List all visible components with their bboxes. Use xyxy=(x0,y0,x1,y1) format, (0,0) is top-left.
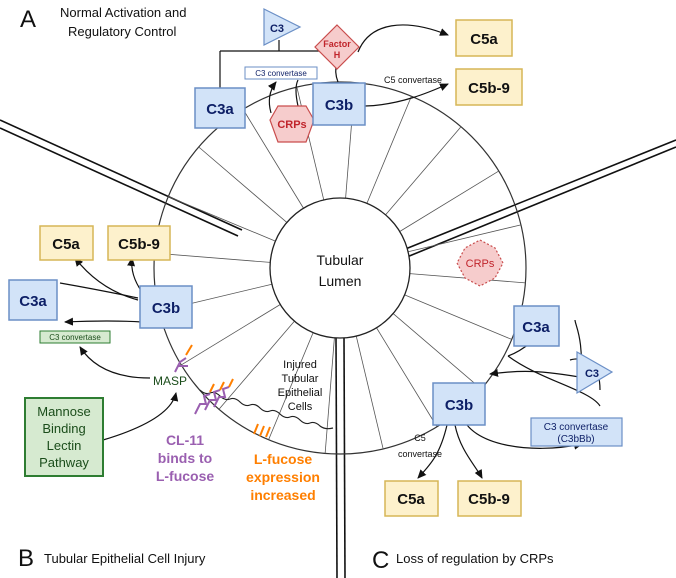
crps-dashed-c xyxy=(456,239,504,287)
cl11-label-3: L-fucose xyxy=(156,468,215,484)
mbl-label-3: Lectin xyxy=(47,438,82,453)
masp-label: MASP xyxy=(153,374,187,388)
tubule-spoke xyxy=(392,313,482,390)
mbl-label-1: Mannose xyxy=(37,404,90,419)
c5-convertase-label-c2: convertase xyxy=(398,449,442,459)
c3-convertase-label-b: C3 convertase xyxy=(49,333,101,342)
crps-label-c: CRPs xyxy=(466,258,495,270)
panel-a-title-1: Normal Activation and xyxy=(60,5,186,20)
c5a-box-b xyxy=(39,225,94,261)
lfucose-label-1: L-fucose xyxy=(254,451,313,467)
mbl-label-2: Binding xyxy=(42,421,85,436)
c3-convertase-label-c1: C3 convertase xyxy=(544,422,609,433)
tubule-spoke xyxy=(154,252,271,263)
c3b-label-b: C3b xyxy=(152,300,180,317)
panel-b-title: Tubular Epithelial Cell Injury xyxy=(44,551,206,566)
tubule-spoke xyxy=(181,304,281,366)
tubule-spoke xyxy=(198,146,288,223)
c3b-box-b xyxy=(139,285,193,329)
c3a-label-b: C3a xyxy=(19,293,47,310)
c3a-box-a xyxy=(194,87,246,129)
panel-a-title-2: Regulatory Control xyxy=(68,24,176,39)
c3-convertase-label-c2: (C3bBb) xyxy=(557,434,594,445)
c3b-label-c: C3b xyxy=(445,397,473,414)
c3b-box-a xyxy=(312,82,366,126)
injured-label-3: Epithelial xyxy=(278,387,323,399)
tubule-spoke xyxy=(218,320,295,410)
c5a-box-a xyxy=(455,19,513,57)
c5b9-label-b: C5b-9 xyxy=(118,236,160,253)
lfucose-label-3: increased xyxy=(250,487,315,503)
c3b-label-a: C3b xyxy=(325,97,353,114)
lumen-label-1: Tubular xyxy=(317,252,364,268)
panel-c: CRPs C3a C3 C3b C3 convertase (C3bBb) C5… xyxy=(384,239,623,517)
panel-b: C5a C5b-9 C3a C3b C3 convertase MASP Man… xyxy=(8,225,320,503)
tubule-spoke xyxy=(242,109,304,209)
panel-dividers xyxy=(0,119,676,578)
c3-convertase-box-a xyxy=(244,66,318,80)
panel-a: C3 Factor H C3 convertase C3a CRPs C3b C… xyxy=(194,8,523,143)
c3a-label-c: C3a xyxy=(522,319,550,336)
c3-convertase-box-c xyxy=(530,417,623,447)
factor-h-label-1: Factor xyxy=(323,39,351,49)
injured-label-2: Tubular xyxy=(282,373,319,385)
c5b9-box-a xyxy=(455,68,523,106)
tubule-spoke xyxy=(168,196,276,242)
tubule-spoke xyxy=(399,170,499,232)
factor-h-label-2: H xyxy=(334,50,341,60)
c3a-box-b xyxy=(8,279,58,321)
c3a-box-c xyxy=(513,305,560,347)
tubule-spoke xyxy=(376,327,438,427)
c3-convertase-box-b xyxy=(39,330,111,344)
cl11-label-2: binds to xyxy=(158,450,212,466)
injured-label-1: Injured xyxy=(283,359,317,371)
c5a-label-b: C5a xyxy=(52,236,80,253)
tubule-outer-ring xyxy=(153,81,527,455)
c3-triangle-a xyxy=(263,8,302,46)
tubule-spoke xyxy=(355,335,384,450)
tubule-spoke xyxy=(366,96,412,204)
c3-label-c: C3 xyxy=(585,368,599,380)
tubule-spoke xyxy=(324,337,335,454)
c5b9-label-c: C5b-9 xyxy=(468,491,510,508)
mbl-pathway-box xyxy=(24,397,104,477)
c5-convertase-label-c1: C5 xyxy=(414,433,426,443)
lfucose-label-2: expression xyxy=(246,469,320,485)
panel-c-letter: C xyxy=(372,547,389,574)
c3-convertase-label-a: C3 convertase xyxy=(255,69,307,78)
cl11-glyphs xyxy=(174,344,271,438)
lumen-label-2: Lumen xyxy=(319,273,362,289)
tubule-spoke xyxy=(385,126,462,216)
tubular-lumen xyxy=(269,197,411,339)
mbl-label-4: Pathway xyxy=(39,455,89,470)
c5a-label-a: C5a xyxy=(470,31,498,48)
c3b-box-c xyxy=(432,382,486,426)
tubule-spoke xyxy=(268,332,314,440)
cl11-label-1: CL-11 xyxy=(166,432,204,448)
c3-triangle-c xyxy=(576,350,614,395)
injured-label-4: Cells xyxy=(288,401,313,413)
c5b9-label-a: C5b-9 xyxy=(468,80,510,97)
c5a-label-c: C5a xyxy=(397,491,425,508)
tubule-spoke xyxy=(407,224,522,253)
c5b9-box-c xyxy=(457,480,522,517)
c5b9-box-b xyxy=(107,225,171,261)
panel-c-title: Loss of regulation by CRPs xyxy=(396,551,554,566)
c5-convertase-label-a: C5 convertase xyxy=(384,75,442,85)
panel-b-letter: B xyxy=(18,545,34,572)
crps-hexagon-a xyxy=(269,105,315,143)
crps-label-a: CRPs xyxy=(277,119,306,131)
c5a-box-c xyxy=(384,480,439,517)
c3a-label-a: C3a xyxy=(206,101,234,118)
factor-h-diamond xyxy=(314,24,360,70)
tubule-spoke xyxy=(404,294,512,340)
c3-label-a: C3 xyxy=(270,23,284,35)
panel-a-letter: A xyxy=(20,6,36,33)
